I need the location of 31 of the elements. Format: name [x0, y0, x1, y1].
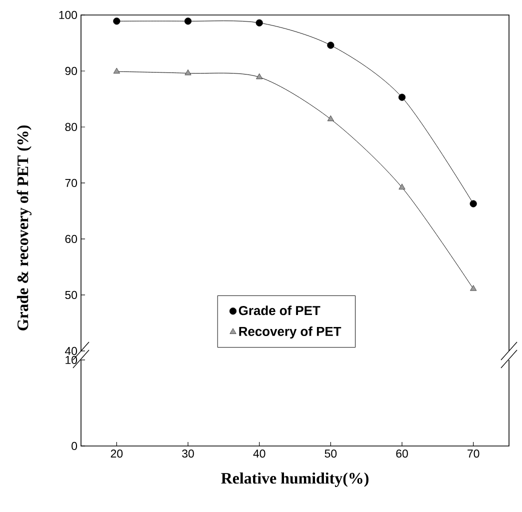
y-tick-label: 80	[65, 122, 78, 132]
x-tick-label: 70	[468, 450, 480, 458]
point	[256, 19, 263, 26]
x-tick-label: 60	[396, 450, 408, 458]
point	[113, 68, 120, 74]
point	[184, 69, 192, 76]
legend-label: Grade of PET	[238, 306, 320, 316]
y-tick-label: 10	[66, 356, 78, 364]
point	[470, 200, 477, 208]
y-tick-label: 70	[65, 178, 78, 188]
y-tick-label: 0	[72, 442, 78, 450]
x-tick-label: 50	[324, 450, 337, 458]
point	[184, 18, 192, 25]
y-tick-label: 90	[65, 66, 78, 76]
point	[256, 73, 263, 80]
x-tick-label: 30	[182, 450, 194, 458]
point	[327, 42, 334, 49]
legend-label: Recovery of PET	[239, 326, 342, 339]
point	[398, 94, 406, 101]
point	[470, 285, 477, 291]
y-tick-label: 100	[59, 10, 78, 20]
y-tick-label: 60	[65, 234, 78, 244]
point	[327, 115, 334, 122]
x-axis-title: Relative humidity(%)	[221, 472, 368, 487]
y-axis-title: Grade & recovery of PET (%)	[16, 125, 32, 330]
x-tick-label: 20	[110, 450, 123, 458]
y-tick-label: 40	[65, 346, 78, 356]
x-tick-label: 40	[253, 450, 266, 458]
point	[398, 184, 406, 190]
point	[113, 18, 120, 25]
y-tick-label: 50	[65, 290, 78, 300]
